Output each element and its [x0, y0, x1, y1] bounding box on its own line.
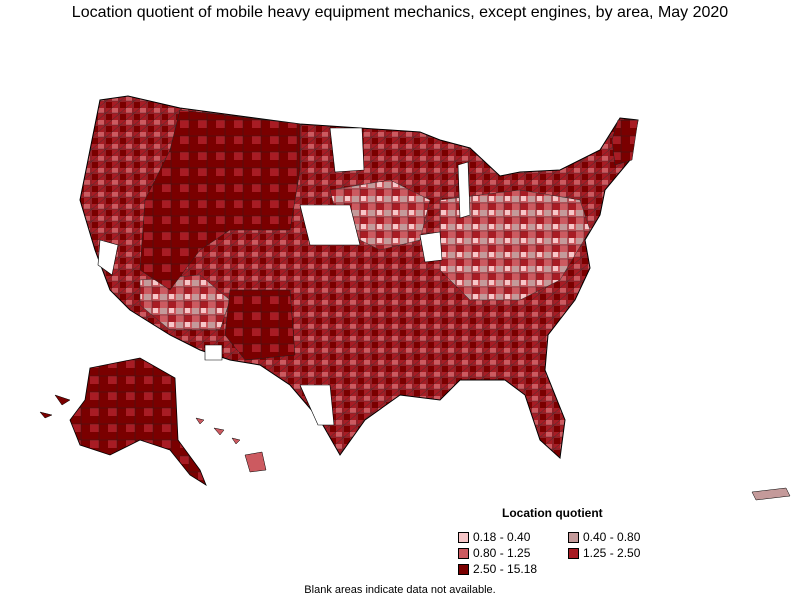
legend-swatch-2	[458, 547, 469, 559]
footnote: Blank areas indicate data not available.	[304, 584, 496, 596]
no-data-area-west-texas	[299, 384, 335, 426]
map-title: Location quotient of mobile heavy equipm…	[71, 4, 729, 21]
no-data-area-illinois	[419, 231, 443, 263]
region-southwest-mix	[139, 274, 231, 331]
legend-label-2: 0.80 - 1.25	[473, 546, 531, 560]
legend-title: Location quotient	[502, 506, 603, 520]
region-new-mexico-dark	[224, 289, 296, 361]
region-east-mix	[439, 189, 591, 301]
legend-label-3: 1.25 - 2.50	[583, 546, 641, 560]
legend-swatch-0	[458, 531, 469, 543]
region-alaska-aleutians	[39, 394, 71, 419]
no-data-area-california	[97, 239, 119, 276]
no-data-area-dakota	[329, 127, 365, 173]
legend-swatch-4	[458, 563, 469, 575]
legend-label-0: 0.18 - 0.40	[473, 530, 531, 544]
region-mountain-dark	[139, 109, 301, 291]
region-puerto-rico	[751, 487, 791, 501]
legend-item-4: 2.50 - 15.18	[458, 562, 537, 576]
no-data-area-nebraska	[299, 204, 361, 246]
legend-swatch-3	[568, 547, 579, 559]
region-hawaii	[195, 417, 267, 473]
no-data-area-arizona	[204, 344, 223, 361]
legend-item-1: 0.40 - 0.80	[568, 530, 640, 544]
legend-swatch-1	[568, 531, 579, 543]
legend-label-1: 0.40 - 0.80	[583, 530, 641, 544]
region-maine-dark	[611, 119, 639, 166]
legend-item-3: 1.25 - 2.50	[568, 546, 640, 560]
region-alaska	[69, 357, 207, 486]
legend-item-0: 0.18 - 0.40	[458, 530, 530, 544]
lake-michigan	[457, 161, 471, 219]
legend-label-4: 2.50 - 15.18	[473, 562, 538, 576]
legend-item-2: 0.80 - 1.25	[458, 546, 530, 560]
